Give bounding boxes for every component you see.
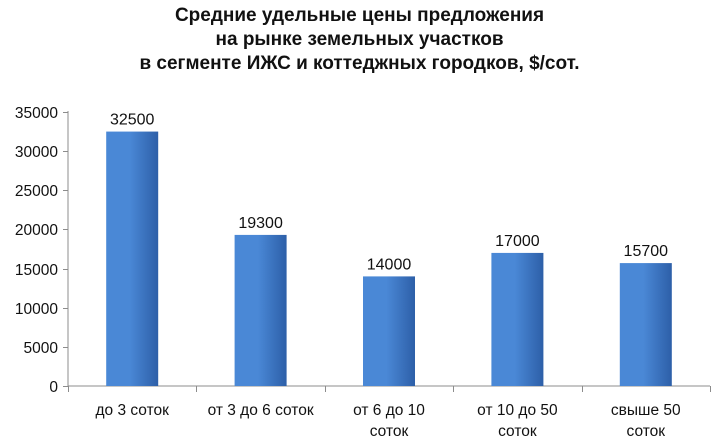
y-tick-label: 5000 xyxy=(24,340,59,357)
y-tick-label: 30000 xyxy=(15,144,58,161)
data-label: 19300 xyxy=(238,215,283,232)
chart-title-line-1: Средние удельные цены предложения xyxy=(174,5,545,26)
bar xyxy=(491,252,544,386)
chart-title-line-2: на рынке земельных участков xyxy=(215,29,504,50)
labels: 0 5000 10000 15000 20000 25000 30000 35000 32500… xyxy=(15,105,681,440)
chart-title: Средние удельные цены предложения на рын… xyxy=(0,4,719,76)
x-category-label: соток xyxy=(370,423,409,440)
y-tick-label: 0 xyxy=(49,379,58,396)
x-category-label: свыше 50 xyxy=(611,402,681,419)
bar xyxy=(363,276,415,386)
data-label: 15700 xyxy=(624,243,669,260)
data-label: 32500 xyxy=(110,112,155,129)
bar xyxy=(619,263,672,386)
x-category-label: до 3 соток xyxy=(95,402,169,419)
y-tick-label: 35000 xyxy=(15,105,58,122)
y-tick-label: 10000 xyxy=(15,301,58,318)
y-tick-label: 15000 xyxy=(15,262,58,279)
data-label: 14000 xyxy=(367,256,412,273)
x-category-label: от 3 до 6 соток xyxy=(208,402,314,419)
y-tick-label: 20000 xyxy=(15,222,58,239)
x-category-label: соток xyxy=(498,423,537,440)
data-label: 17000 xyxy=(495,233,540,250)
x-category-label: от 6 до 10 xyxy=(353,402,425,419)
bars xyxy=(106,131,672,386)
chart-title-line-3: в сегменте ИЖС и коттеджных городков, $/… xyxy=(139,53,580,74)
x-category-label: соток xyxy=(627,423,666,440)
y-tick-label: 25000 xyxy=(15,183,58,200)
bar xyxy=(106,131,159,386)
bar xyxy=(234,234,287,386)
x-category-label: от 10 до 50 xyxy=(477,402,558,419)
